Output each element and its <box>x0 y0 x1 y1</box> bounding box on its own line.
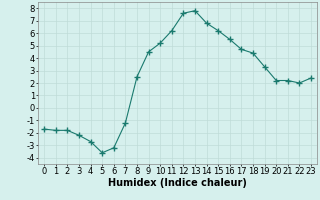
X-axis label: Humidex (Indice chaleur): Humidex (Indice chaleur) <box>108 178 247 188</box>
